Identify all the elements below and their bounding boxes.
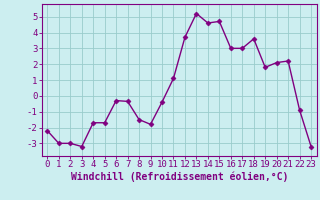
X-axis label: Windchill (Refroidissement éolien,°C): Windchill (Refroidissement éolien,°C) [70, 172, 288, 182]
